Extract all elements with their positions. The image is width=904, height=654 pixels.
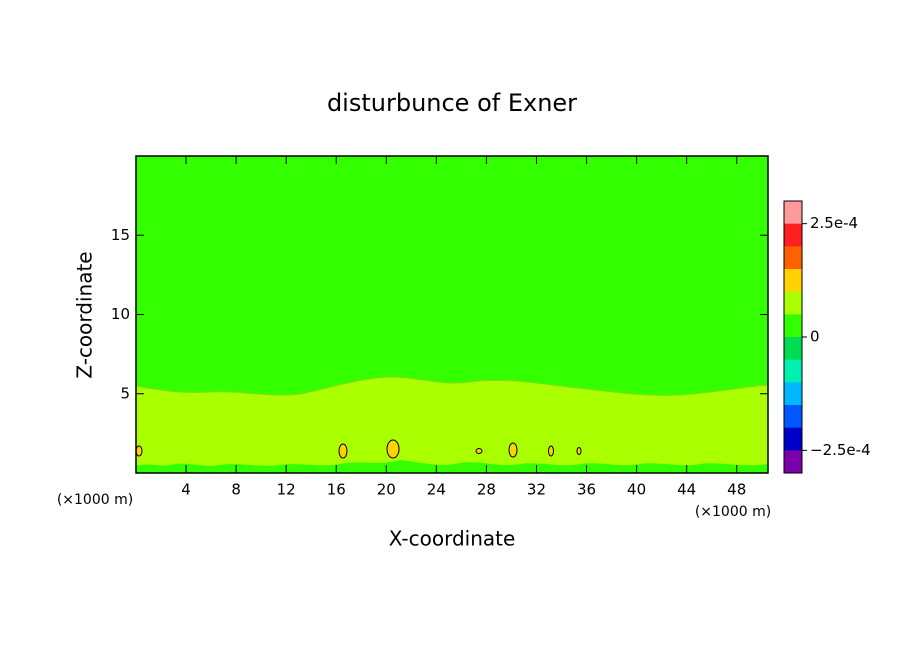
colorbar-segment (784, 405, 802, 429)
y-tick-label: 10 (111, 305, 130, 323)
x-tick-label: 44 (677, 481, 696, 499)
colorbar-segment (784, 223, 802, 247)
x-unit-label: (×1000 m) (57, 492, 133, 508)
x-tick-label: 8 (231, 481, 241, 499)
y-axis-label: Z-coordinate (73, 251, 97, 378)
y-tick-label: 5 (120, 384, 130, 402)
x-tick-label: 40 (627, 481, 646, 499)
y-tick-label: 15 (111, 226, 130, 244)
region-positive (135, 376, 769, 474)
colorbar-segment (784, 382, 802, 406)
x-tick-label: 24 (427, 481, 446, 499)
colorbar-tick-label: 2.5e-4 (810, 214, 858, 232)
colorbar-segment (784, 314, 802, 338)
colorbar-segment (784, 450, 802, 474)
x-unit-label: (×1000 m) (695, 504, 771, 520)
x-tick-label: 32 (527, 481, 546, 499)
colorbar-tick-label: −2.5e-4 (810, 441, 871, 459)
chart-title: disturbunce of Exner (327, 89, 577, 117)
colorbar-segment (784, 201, 802, 225)
colorbar-tick-label: 0 (810, 328, 820, 346)
x-tick-label: 28 (477, 481, 496, 499)
x-tick-label: 48 (727, 481, 746, 499)
x-tick-label: 4 (181, 481, 191, 499)
x-tick-label: 16 (327, 481, 346, 499)
contour-field (135, 156, 769, 474)
x-tick-label: 36 (577, 481, 596, 499)
x-tick-label: 20 (377, 481, 396, 499)
colorbar-segment (784, 337, 802, 361)
x-axis-label: X-coordinate (389, 527, 516, 551)
colorbar-segment (784, 427, 802, 451)
region-zero-low (136, 460, 768, 473)
x-tick-label: 12 (277, 481, 296, 499)
colorbar-segment (784, 269, 802, 293)
colorbar-segment (784, 359, 802, 383)
colorbar-segment (784, 246, 802, 270)
colorbar-segment (784, 291, 802, 315)
contour-cells (135, 439, 582, 459)
